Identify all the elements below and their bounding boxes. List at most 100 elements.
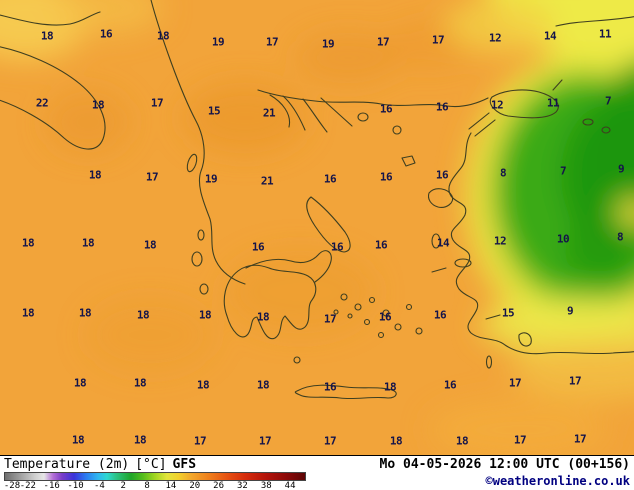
temp-label: 16 xyxy=(99,27,113,41)
temp-label: 21 xyxy=(262,106,276,120)
colorbar-tick: -16 xyxy=(43,481,60,490)
temp-label: 19 xyxy=(211,35,225,49)
temp-label: 16 xyxy=(378,310,392,324)
temp-label: 18 xyxy=(88,168,102,182)
temp-label: 17 xyxy=(258,434,272,448)
temp-label: 17 xyxy=(323,312,337,326)
temp-label: 18 xyxy=(455,434,469,448)
legend-bottom-row: -28 -22 -16 -10 -4 2 8 14 20 26 32 38 44 ©weatheronl… xyxy=(4,470,630,490)
colorbar-tick: 20 xyxy=(189,481,201,490)
copyright-link[interactable]: ©weatheronline.co.uk xyxy=(485,474,631,488)
temp-label: 18 xyxy=(71,433,85,447)
map-area: 18 16 18 19 17 19 17 17 12 14 11 22 18 17 15 21 16 16 12 11… xyxy=(0,0,634,455)
temp-label: 12 xyxy=(490,98,504,112)
temp-label: 12 xyxy=(488,31,502,45)
temp-label: 17 xyxy=(513,433,527,447)
temperature-scale: -28 -22 -16 -10 -4 2 8 14 20 26 32 38 44 xyxy=(4,472,314,490)
temp-label: 18 xyxy=(136,308,150,322)
temp-label: 8 xyxy=(616,230,624,244)
temp-label: 17 xyxy=(150,96,164,110)
colorbar-tick: -10 xyxy=(67,481,84,490)
colorbar-tick: 32 xyxy=(236,481,248,490)
colorbar-tick: -28 xyxy=(3,481,21,490)
temp-label: 18 xyxy=(256,378,270,392)
temp-label: 18 xyxy=(21,306,35,320)
temp-label: 18 xyxy=(389,434,403,448)
temp-label: 8 xyxy=(499,166,507,180)
temp-label: 17 xyxy=(508,376,522,390)
temp-label: 17 xyxy=(376,35,390,49)
temp-label: 16 xyxy=(433,308,447,322)
temp-label: 17 xyxy=(265,35,279,49)
temp-label: 11 xyxy=(598,27,612,41)
legend-model: GFS xyxy=(172,457,197,472)
temp-label: 17 xyxy=(145,170,159,184)
temp-label: 16 xyxy=(379,102,393,116)
temp-label: 12 xyxy=(493,234,507,248)
temperature-colorbar xyxy=(4,472,306,481)
colorbar-tick: 38 xyxy=(260,481,272,490)
temp-label: 14 xyxy=(543,29,557,43)
temp-label: 16 xyxy=(251,240,265,254)
temp-label: 16 xyxy=(374,238,388,252)
temp-label: 18 xyxy=(256,310,270,324)
temp-label: 18 xyxy=(81,236,95,250)
colorbar-tick: -22 xyxy=(19,481,36,490)
temp-label: 16 xyxy=(435,100,449,114)
coastlines xyxy=(0,0,634,400)
temp-label: 18 xyxy=(133,376,147,390)
temp-label: 18 xyxy=(40,29,54,43)
colorbar-tick: 14 xyxy=(165,481,177,490)
temp-label: 17 xyxy=(568,374,582,388)
temp-label: 14 xyxy=(436,236,450,250)
temp-label: 22 xyxy=(35,96,49,110)
temp-label: 19 xyxy=(204,172,218,186)
temp-label: 10 xyxy=(556,232,570,246)
temp-label: 9 xyxy=(617,162,625,176)
legend-datetime: Mo 04-05-2026 12:00 UTC (00+156) xyxy=(379,457,630,472)
temp-label: 18 xyxy=(91,98,105,112)
temp-label: 18 xyxy=(133,433,147,447)
temp-label: 18 xyxy=(21,236,35,250)
map-canvas xyxy=(0,0,634,455)
temp-label: 18 xyxy=(196,378,210,392)
temp-label: 9 xyxy=(566,304,574,318)
temp-label: 11 xyxy=(546,96,560,110)
temp-label: 19 xyxy=(321,37,335,51)
temp-label: 18 xyxy=(383,380,397,394)
field-patches xyxy=(0,0,634,455)
temp-label: 16 xyxy=(379,170,393,184)
temp-label: 16 xyxy=(435,168,449,182)
temp-label: 21 xyxy=(260,174,274,188)
temp-label: 7 xyxy=(604,94,612,108)
temp-label: 16 xyxy=(443,378,457,392)
temp-label: 17 xyxy=(573,432,587,446)
legend-top-row: Temperature (2m) [°C] GFS Mo 04-05-2026 12… xyxy=(4,457,630,472)
colorbar-tick: 8 xyxy=(144,481,150,490)
legend-title-text: Temperature (2m) xyxy=(4,457,130,472)
temp-label: 18 xyxy=(78,306,92,320)
temp-label: 17 xyxy=(323,434,337,448)
colorbar-tick: -4 xyxy=(93,481,105,490)
temp-label: 18 xyxy=(156,29,170,43)
temp-label: 16 xyxy=(330,240,344,254)
legend-unit: [°C] xyxy=(135,457,167,472)
legend-bar: Temperature (2m) [°C] GFS Mo 04-05-2026 12… xyxy=(0,455,634,490)
colorbar-tick: 2 xyxy=(120,481,126,490)
colorbar-ticks: -28 -22 -16 -10 -4 2 8 14 20 26 32 38 44 xyxy=(4,481,306,490)
temp-label: 18 xyxy=(143,238,157,252)
temp-label: 7 xyxy=(559,164,567,178)
temperature-labels-layer: 18 16 18 19 17 19 17 17 12 14 11 22 18 17 15 21 16 16 12 11… xyxy=(21,27,625,448)
colorbar-tick: 44 xyxy=(284,481,296,490)
temp-label: 15 xyxy=(501,306,515,320)
temp-label: 17 xyxy=(431,33,445,47)
temp-label: 15 xyxy=(207,104,221,118)
colorbar-tick: 26 xyxy=(213,481,224,490)
legend-title: Temperature (2m) [°C] GFS xyxy=(4,457,196,472)
temp-label: 18 xyxy=(73,376,87,390)
temp-label: 16 xyxy=(323,380,337,394)
temp-label: 18 xyxy=(198,308,212,322)
temp-label: 17 xyxy=(193,434,207,448)
temp-label: 16 xyxy=(323,172,337,186)
